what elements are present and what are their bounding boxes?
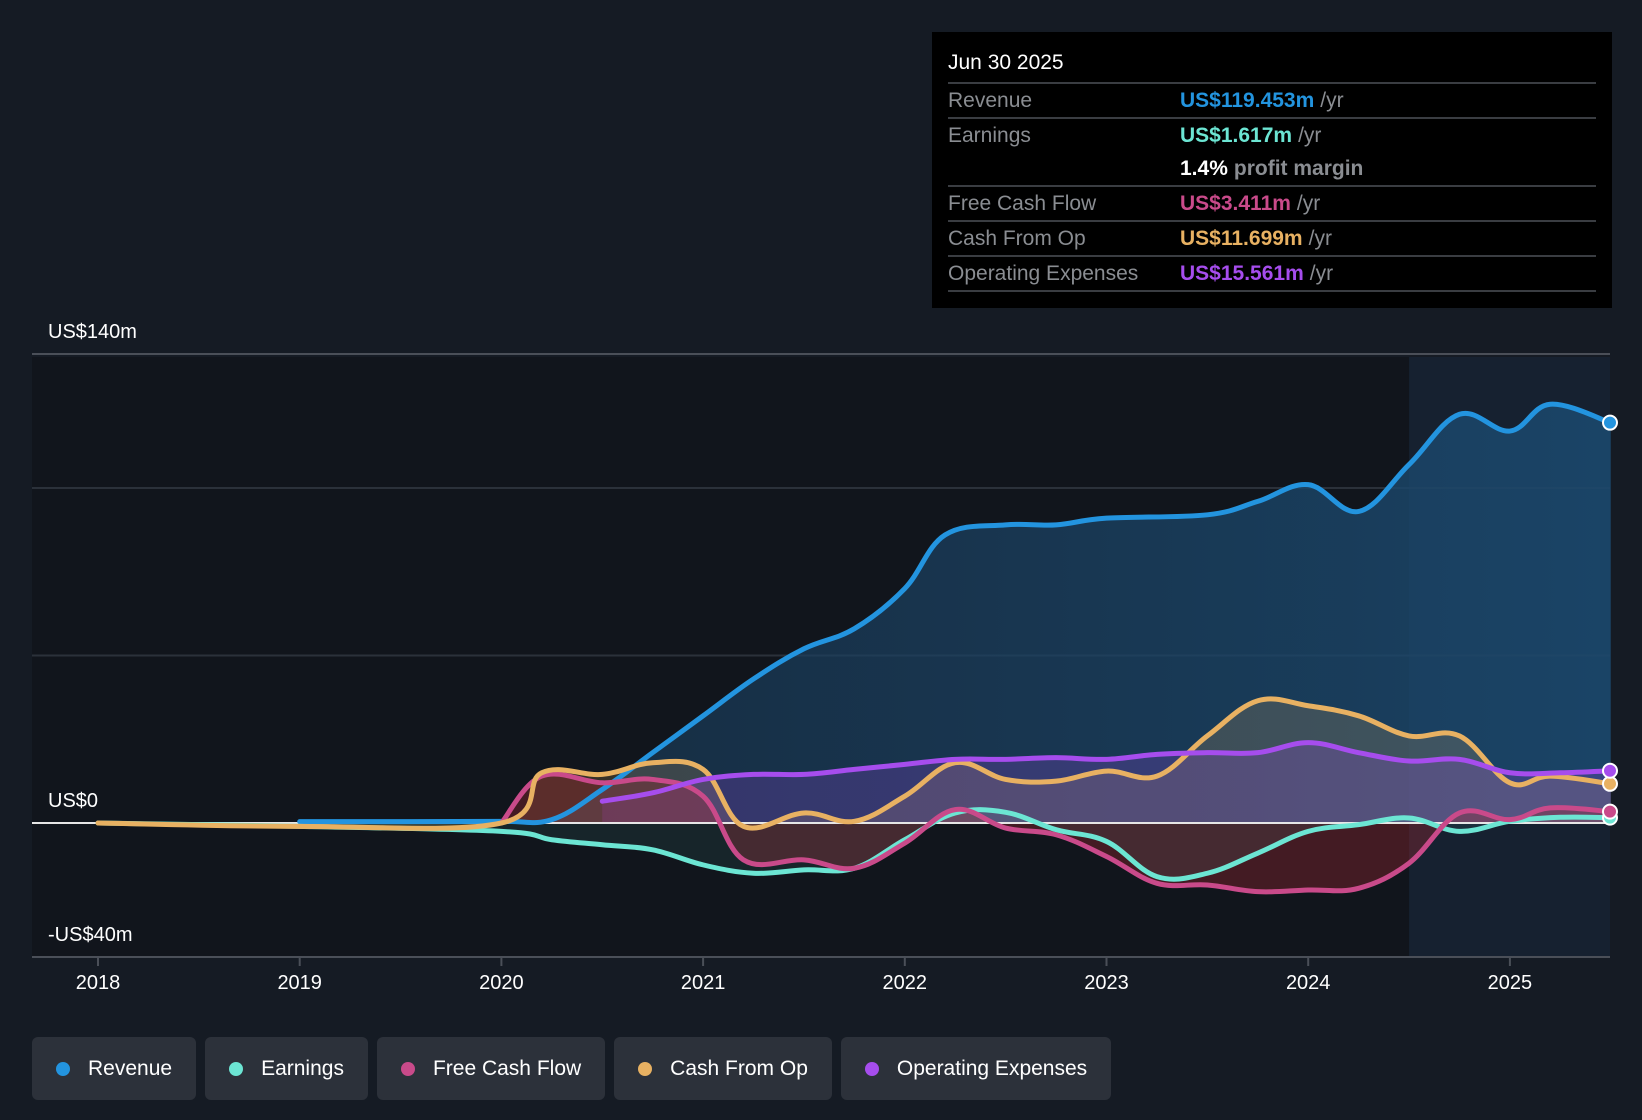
legend-label: Revenue (88, 1056, 173, 1080)
tooltip-label: Cash From Op (948, 227, 1086, 250)
tooltip-row-revenue: Revenue US$119.453m /yr (948, 84, 1596, 119)
tooltip-row-free-cash-flow: Free Cash Flow US$3.411m /yr (948, 187, 1596, 222)
tooltip-label: Operating Expenses (948, 262, 1139, 285)
legend-item-free-cash-flow[interactable]: Free Cash Flow (376, 1037, 606, 1100)
operating-expenses-line (599, 740, 1614, 804)
operating-expenses-area (602, 742, 1611, 823)
legend-item-revenue[interactable]: Revenue (32, 1037, 197, 1100)
x-tick-label: 2018 (76, 972, 121, 994)
legend-item-operating-expenses[interactable]: Operating Expenses (840, 1037, 1112, 1100)
profit-margin-value: 1.4% (1180, 157, 1228, 180)
tooltip-value: US$1.617m (1180, 124, 1293, 147)
y-tick-label: US$0 (48, 790, 98, 812)
free-cash-flow-end-point[interactable] (1602, 803, 1618, 820)
x-tick-label: 2022 (883, 972, 928, 994)
tooltip-value: US$11.699m (1180, 227, 1303, 250)
legend-label: Cash From Op (670, 1056, 808, 1080)
tooltip-unit: /yr (1308, 227, 1332, 250)
tooltip-unit: /yr (1296, 192, 1321, 215)
tooltip-value: US$3.411m (1180, 192, 1291, 215)
tooltip-label: Free Cash Flow (948, 192, 1097, 215)
tooltip-value: US$15.561m (1180, 262, 1304, 285)
cash-from-op-end-point[interactable] (1602, 775, 1618, 792)
legend-item-earnings[interactable]: Earnings (205, 1037, 368, 1100)
legend: Revenue Earnings Free Cash Flow Cash Fro… (32, 1037, 1112, 1100)
revenue-dot-icon (56, 1061, 70, 1076)
tooltip-row-earnings: Earnings US$1.617m /yr (948, 119, 1596, 152)
operating-expenses-end-point[interactable] (1602, 762, 1618, 779)
legend-item-cash-from-op[interactable]: Cash From Op (614, 1037, 832, 1100)
revenue-line (297, 401, 1614, 826)
tooltip-row-operating-expenses: Operating Expenses US$15.561m /yr (948, 257, 1596, 292)
free-cash-flow-dot-icon (400, 1061, 415, 1076)
x-tick-label: 2019 (277, 972, 322, 994)
tooltip-unit: /yr (1298, 124, 1322, 147)
x-tick-label: 2025 (1488, 972, 1533, 994)
revenue-area (299, 404, 1611, 823)
cash-from-op-dot-icon (638, 1061, 653, 1076)
x-axis: 2018 2019 2020 2021 2022 2023 2024 2025 (76, 957, 1532, 994)
end-markers (1602, 414, 1618, 826)
x-tick-label: 2020 (479, 972, 524, 994)
tooltip-label (948, 152, 1180, 185)
x-tick-label: 2023 (1084, 972, 1129, 994)
cash-from-op-area (98, 698, 1611, 829)
series-lines (95, 401, 1614, 895)
tooltip-date: Jun 30 2025 (948, 46, 1596, 84)
tooltip-value: US$119.453m (1180, 89, 1315, 112)
tooltip-panel: Jun 30 2025 Revenue US$119.453m /yr Earn… (932, 32, 1612, 308)
tooltip-label: Revenue (948, 89, 1033, 112)
y-axis: US$140m US$0 -US$40m (48, 321, 137, 946)
y-tick-label: -US$40m (48, 924, 132, 946)
legend-label: Free Cash Flow (432, 1056, 582, 1080)
x-tick-label: 2021 (681, 972, 726, 994)
tooltip-unit: /yr (1309, 262, 1334, 285)
tooltip-row-profit-margin: 1.4% profit margin (948, 152, 1596, 187)
tooltip-unit: /yr (1320, 89, 1344, 112)
tooltip-row-cash-from-op: Cash From Op US$11.699m /yr (948, 222, 1596, 257)
operating-expenses-dot-icon (864, 1061, 879, 1076)
cash-from-op-line (95, 696, 1614, 831)
legend-label: Earnings (261, 1056, 344, 1080)
x-tick-label: 2024 (1286, 972, 1331, 994)
tooltip-label: Earnings (948, 124, 1031, 147)
revenue-end-point[interactable] (1602, 414, 1618, 431)
legend-label: Operating Expenses (896, 1056, 1088, 1080)
profit-margin-text: profit margin (1233, 157, 1364, 180)
earnings-dot-icon (229, 1061, 244, 1076)
y-tick-label: US$140m (48, 321, 137, 343)
